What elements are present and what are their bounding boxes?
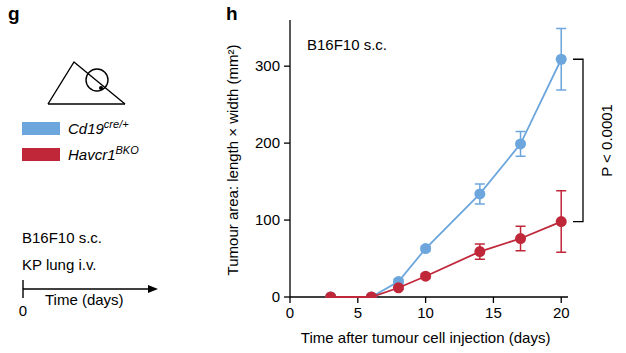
gene-superscript: BKO	[116, 144, 140, 156]
data-point	[325, 292, 336, 299]
series-line	[331, 222, 562, 297]
x-tick	[493, 297, 494, 303]
legend-swatch	[22, 148, 60, 161]
x-axis-label: Time after tumour cell injection (days)	[301, 329, 551, 346]
x-tick-label: 0	[286, 304, 294, 321]
mouse-outline	[48, 62, 125, 104]
schematic-text: KP lung i.v.	[22, 256, 97, 273]
data-point	[474, 246, 485, 257]
gene-base: Havcr1	[68, 146, 116, 163]
y-tick	[284, 142, 290, 143]
x-tick-label: 20	[553, 304, 570, 321]
y-axis	[289, 20, 290, 297]
data-point	[366, 292, 377, 299]
series-line	[331, 59, 562, 297]
data-point	[366, 292, 377, 299]
y-tick-label: 0	[272, 288, 280, 305]
data-point	[325, 292, 336, 299]
error-bar	[556, 28, 566, 90]
y-tick-label: 200	[255, 134, 280, 151]
x-tick	[425, 297, 426, 303]
significance-bracket	[573, 59, 583, 221]
data-point	[556, 216, 567, 227]
x-tick-label: 5	[354, 304, 362, 321]
plot-area	[325, 28, 567, 298]
error-bar	[475, 244, 485, 259]
y-tick-label: 300	[255, 57, 280, 74]
error-bar	[556, 191, 566, 253]
mouse-base	[48, 103, 125, 104]
y-tick	[284, 219, 290, 220]
data-point	[420, 271, 431, 282]
timeline-label: Time (days)	[45, 291, 124, 308]
data-point	[474, 188, 485, 199]
legend-label: Cd19cre/+	[68, 118, 129, 137]
chart-title: B16F10 s.c.	[307, 36, 387, 53]
timeline-axis	[23, 288, 150, 289]
panel-label: h	[226, 3, 238, 24]
p-value: P < 0.0001	[598, 104, 615, 177]
legend-label: Havcr1BKO	[68, 144, 139, 163]
y-axis-label: Tumour area: length × width (mm²)	[224, 45, 241, 276]
data-point	[515, 233, 526, 244]
x-tick	[289, 297, 290, 303]
data-point	[420, 243, 431, 254]
legend-swatch	[22, 122, 60, 135]
figure: g h Cd19cre/+ Havcr1BKO B16F10 s.c. KP lung i…	[0, 0, 626, 353]
data-point	[556, 54, 567, 65]
timeline-arrow	[148, 285, 158, 293]
data-point	[393, 282, 404, 293]
x-tick-label: 10	[417, 304, 434, 321]
x-tick	[561, 297, 562, 303]
panel-label: g	[8, 3, 20, 24]
data-point	[515, 138, 526, 149]
gene-superscript: cre/+	[104, 118, 129, 130]
gene-base: Cd19	[68, 120, 105, 137]
tumour-dot	[99, 86, 103, 90]
timeline-start: 0	[19, 302, 27, 319]
y-tick	[284, 296, 290, 297]
tumour-icon	[86, 69, 108, 91]
y-tick-label: 100	[255, 211, 280, 228]
x-tick-label: 15	[485, 304, 502, 321]
schematic-text: B16F10 s.c.	[22, 229, 102, 246]
y-tick	[284, 66, 290, 67]
error-bar	[516, 132, 526, 157]
error-bar	[475, 184, 485, 204]
error-bar	[516, 226, 526, 251]
